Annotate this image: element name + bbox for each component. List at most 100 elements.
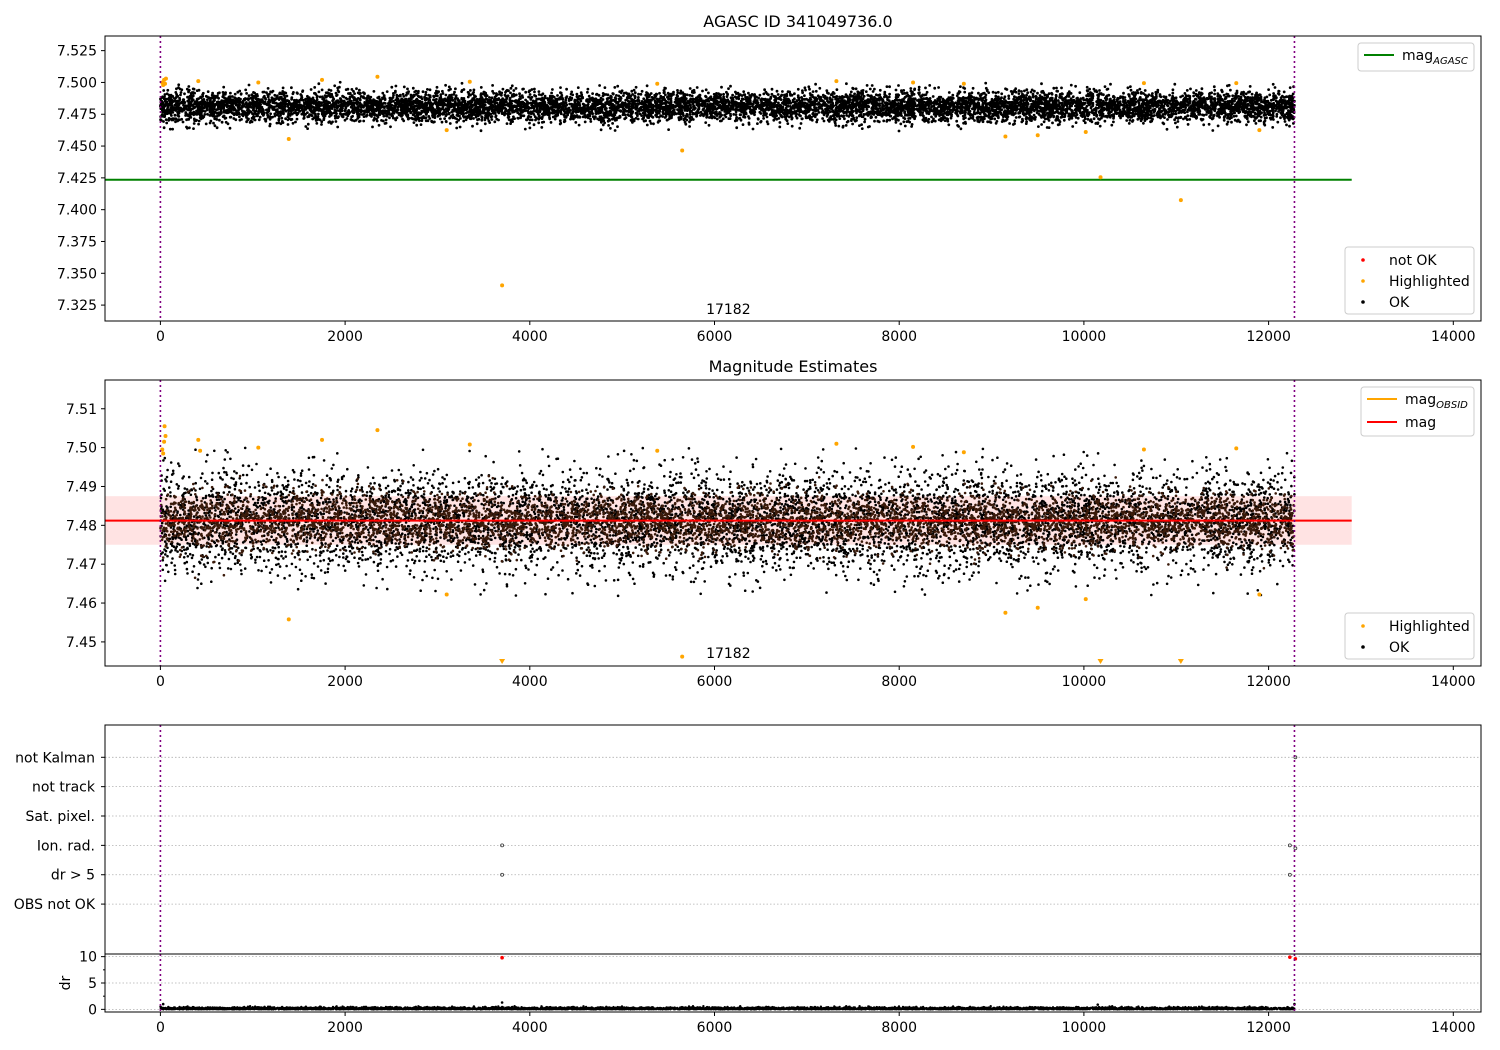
- y-tick-label: 7.49: [66, 479, 97, 495]
- x-tick-label: 12000: [1246, 674, 1291, 690]
- highlighted-point: [196, 79, 201, 84]
- x-tick-label: 4000: [512, 1020, 548, 1036]
- legend-dot-swatch: [1361, 645, 1365, 649]
- flag-point: [500, 843, 505, 848]
- x-tick-label: 12000: [1246, 1020, 1291, 1036]
- y-tick-label: 7.325: [57, 298, 97, 314]
- category-label: OBS not OK: [14, 897, 96, 913]
- dr-not-ok-point: [1288, 955, 1292, 959]
- category-label: Ion. rad.: [37, 838, 95, 854]
- legend-label: OK: [1389, 640, 1410, 656]
- y-tick-label: 7.50: [66, 441, 97, 457]
- highlighted-point: [680, 148, 685, 153]
- x-tick-label: 2000: [327, 674, 363, 690]
- highlighted-point: [1003, 134, 1008, 139]
- highlighted-point: [256, 80, 261, 85]
- axes-frame: [104, 379, 1482, 667]
- highlighted-point: [680, 654, 685, 659]
- y-tick-label: 7.48: [66, 518, 97, 534]
- x-tick-label: 4000: [512, 674, 548, 690]
- obsid-label: 17182: [706, 646, 751, 662]
- highlighted-point: [1098, 175, 1103, 180]
- ok-points: [159, 446, 1296, 598]
- x-tick-label: 4000: [512, 329, 548, 345]
- highlighted-point: [1141, 81, 1146, 86]
- highlighted-point: [834, 441, 839, 446]
- y-tick-label: 7.475: [57, 107, 97, 123]
- offscale-marker: [1097, 659, 1104, 664]
- x-tick-label: 2000: [327, 1020, 363, 1036]
- x-tick-label: 14000: [1431, 674, 1476, 690]
- x-tick-label: 6000: [697, 1020, 733, 1036]
- y-tick-label: 7.525: [57, 44, 97, 60]
- legend-dot-swatch: [1361, 258, 1365, 262]
- dr-outlier-point: [1096, 1003, 1100, 1006]
- x-tick-label: 0: [156, 329, 165, 345]
- category-label: Sat. pixel.: [26, 809, 95, 825]
- y-tick-label: 7.47: [66, 557, 97, 573]
- y-tick-label: 7.450: [57, 139, 97, 155]
- y-tick-label: 7.500: [57, 75, 97, 91]
- highlighted-point: [1234, 446, 1239, 451]
- offscale-marker: [499, 659, 506, 664]
- legend-label: OK: [1389, 295, 1410, 311]
- legend-label: Highlighted: [1389, 619, 1470, 635]
- x-tick-label: 10000: [1062, 674, 1107, 690]
- y-tick-label: 7.51: [66, 402, 97, 418]
- highlighted-point: [1003, 610, 1008, 615]
- highlighted-point: [375, 428, 380, 433]
- highlighted-point: [162, 424, 167, 429]
- highlighted-point: [1257, 592, 1262, 597]
- highlighted-point: [961, 450, 966, 455]
- highlighted-point: [444, 128, 449, 133]
- x-tick-label: 0: [156, 1020, 165, 1036]
- dr-panel: 0 2000 4000 6000 8000 10000 12000 14000 0 5 10 dr: [58, 950, 1482, 1036]
- y-axis-label: dr: [58, 975, 74, 990]
- highlighted-point: [163, 433, 168, 438]
- axes-frame: [104, 35, 1482, 322]
- flags-panel: not Kalman not track Sat. pixel. Ion. rad. d…: [14, 724, 1482, 955]
- flag-point: [1293, 846, 1298, 851]
- highlighted-point: [444, 592, 449, 597]
- legend-dot-swatch: [1361, 624, 1365, 628]
- x-tick-label: 12000: [1246, 329, 1291, 345]
- legend-label: not OK: [1389, 253, 1437, 269]
- highlighted-point: [467, 442, 472, 447]
- y-tick-label: 5: [88, 976, 97, 992]
- chart-title: Magnitude Estimates: [709, 357, 878, 376]
- agasc-magnitude-panel: AGASC ID 341049736.0 17182 0 2000 4000 6000 80…: [57, 12, 1482, 345]
- obsid-label: 17182: [706, 302, 751, 318]
- x-tick-label: 8000: [881, 674, 917, 690]
- highlighted-point: [1083, 130, 1088, 135]
- legend-label: magOBSID: [1405, 392, 1468, 411]
- highlighted-point: [163, 76, 168, 81]
- highlighted-point: [320, 77, 325, 82]
- highlighted-point: [1035, 133, 1040, 138]
- x-tick-label: 6000: [697, 329, 733, 345]
- highlighted-point: [911, 444, 916, 449]
- highlighted-point: [375, 74, 380, 79]
- x-tick-label: 10000: [1062, 329, 1107, 345]
- category-label: not Kalman: [15, 750, 95, 766]
- legend-label: Highlighted: [1389, 274, 1470, 290]
- magnitude-estimates-panel: Magnitude Estimates 17182 0 2000 4000 6000 800…: [66, 357, 1482, 690]
- y-tick-label: 10: [79, 950, 97, 966]
- highlighted-point: [1234, 81, 1239, 86]
- highlighted-point: [1035, 605, 1040, 610]
- y-tick-label: 7.350: [57, 266, 97, 282]
- flag-point: [500, 872, 505, 877]
- highlighted-point: [500, 283, 505, 288]
- x-tick-label: 8000: [881, 329, 917, 345]
- highlighted-point: [161, 451, 166, 456]
- x-tick-label: 6000: [697, 674, 733, 690]
- flag-point: [1293, 755, 1298, 760]
- highlighted-point: [161, 82, 166, 87]
- ok-points: [159, 80, 1296, 133]
- dr-points: [159, 1004, 1296, 1011]
- axes-frame: [104, 724, 1482, 955]
- y-tick-label: 7.375: [57, 234, 97, 250]
- flag-point: [1287, 843, 1292, 848]
- legend-label: mag: [1405, 415, 1436, 431]
- x-tick-label: 14000: [1431, 329, 1476, 345]
- category-label: dr > 5: [51, 868, 95, 884]
